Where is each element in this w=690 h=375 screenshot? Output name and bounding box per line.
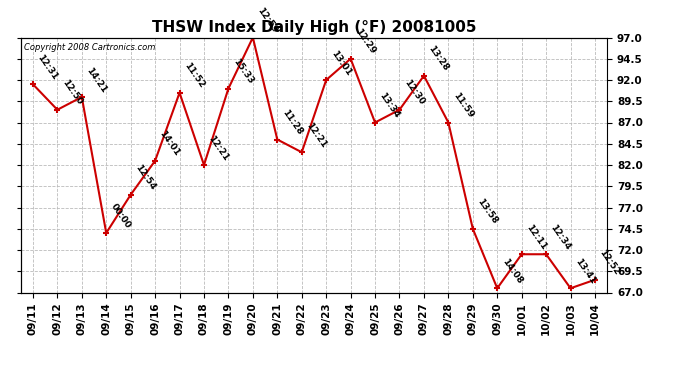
Text: 11:59: 11:59 — [451, 91, 475, 120]
Text: 13:58: 13:58 — [475, 197, 500, 226]
Text: 13:28: 13:28 — [426, 44, 451, 73]
Text: 12:30: 12:30 — [402, 78, 426, 107]
Text: 12:52: 12:52 — [598, 248, 622, 277]
Text: 12:50: 12:50 — [60, 78, 84, 107]
Text: 13:41: 13:41 — [573, 257, 597, 285]
Text: 15:33: 15:33 — [231, 57, 255, 86]
Text: 12:21: 12:21 — [207, 134, 230, 162]
Text: 12:59: 12:59 — [255, 6, 279, 35]
Text: 14:08: 14:08 — [500, 257, 524, 285]
Text: 12:31: 12:31 — [36, 53, 59, 81]
Text: 14:01: 14:01 — [158, 129, 181, 158]
Text: 11:28: 11:28 — [280, 108, 304, 137]
Text: 12:54: 12:54 — [133, 163, 157, 192]
Text: 00:00: 00:00 — [109, 202, 132, 230]
Text: Copyright 2008 Cartronics.com: Copyright 2008 Cartronics.com — [23, 43, 155, 52]
Text: 13:01: 13:01 — [329, 49, 353, 77]
Text: 12:11: 12:11 — [524, 223, 549, 252]
Text: 14:21: 14:21 — [85, 66, 108, 94]
Text: 12:21: 12:21 — [304, 121, 328, 150]
Text: 12:29: 12:29 — [353, 27, 377, 56]
Text: 13:34: 13:34 — [378, 91, 402, 120]
Text: 12:34: 12:34 — [549, 223, 573, 252]
Title: THSW Index Daily High (°F) 20081005: THSW Index Daily High (°F) 20081005 — [152, 20, 476, 35]
Text: 11:52: 11:52 — [182, 62, 206, 90]
